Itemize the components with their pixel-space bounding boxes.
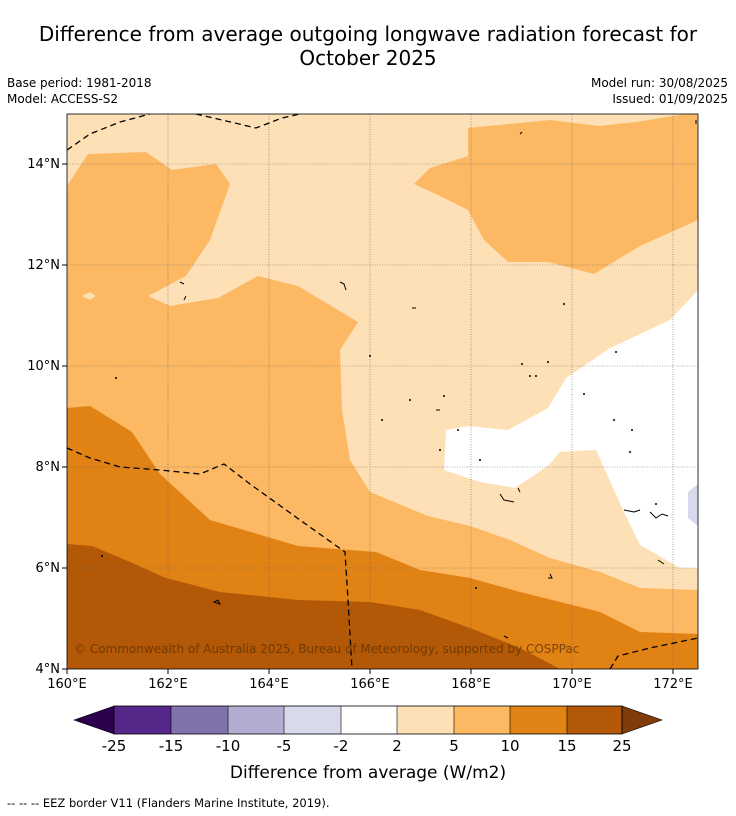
model-name: Model: ACCESS-S2	[7, 92, 119, 106]
eez-borders	[67, 114, 698, 669]
copyright-notice: © Commonwealth of Australia 2025, Bureau…	[74, 642, 579, 656]
colorbar-tick-m10: -10	[216, 737, 241, 755]
page-title: Difference from average outgoing longwav…	[0, 22, 736, 70]
colorbar-tick-5: 5	[449, 737, 459, 755]
eez-legend-symbol: -- -- --	[7, 796, 40, 810]
colorbar-tick-m2: -2	[334, 737, 349, 755]
colorbar-tick-25: 25	[612, 737, 631, 755]
colorbar-bin-9	[567, 706, 622, 734]
band-15-25	[67, 544, 560, 669]
model-run: Model run: 30/08/2025	[590, 76, 728, 90]
colorbar-extend-high	[621, 705, 663, 735]
colorbar-bin-8	[510, 706, 567, 734]
colorbar-frame	[113, 705, 623, 735]
band-neutral	[444, 290, 698, 568]
lon-label-164e: 164°E	[249, 677, 289, 692]
title-line-2: October 2025	[299, 46, 437, 70]
lon-label-170e: 170°E	[552, 677, 592, 692]
colorbar: -25 -15 -10 -5 -2 2 5 10 15 25 Differenc…	[73, 705, 663, 783]
lat-label-14n: 14°N	[27, 157, 60, 172]
lon-axis: 160°E 162°E 164°E 166°E 168°E 170°E 172°…	[47, 669, 693, 692]
colorbar-tick-m25: -25	[102, 737, 127, 755]
islets-dots	[101, 303, 657, 589]
lon-label-168e: 168°E	[451, 677, 491, 692]
meta-left: Base period: 1981-2018 Model: ACCESS-S2	[7, 75, 152, 107]
lat-label-4n: 4°N	[36, 662, 61, 677]
meta-right: Model run: 30/08/2025 Issued: 01/09/2025	[591, 75, 728, 107]
colorbar-tick-m15: -15	[159, 737, 184, 755]
lat-axis: 14°N 12°N 10°N 8°N 6°N 4°N	[27, 157, 67, 677]
gridlines	[67, 114, 698, 669]
lon-label-172e: 172°E	[653, 677, 693, 692]
colorbar-bin-5	[341, 706, 397, 734]
base-period: Base period: 1981-2018	[7, 76, 152, 90]
lon-label-160e: 160°E	[47, 677, 87, 692]
colorbar-tick-2: 2	[392, 737, 402, 755]
colorbar-bin-7	[454, 706, 510, 734]
map-plot: © Commonwealth of Australia 2025, Bureau…	[67, 114, 698, 669]
lat-label-6n: 6°N	[36, 561, 61, 576]
colorbar-bin-2	[171, 706, 228, 734]
map-frame	[66, 113, 699, 670]
colorbar-ticks: -25 -15 -10 -5 -2 2 5 10 15 25	[102, 737, 632, 755]
colorbar-bin-4	[284, 706, 341, 734]
colorbar-extend-low	[73, 705, 115, 735]
colorbar-bin-6	[397, 706, 454, 734]
lat-label-12n: 12°N	[27, 258, 60, 273]
island-small-patch	[82, 292, 96, 300]
colorbar-bin-3	[228, 706, 284, 734]
eez-legend: -- -- -- EEZ border V11 (Flanders Marine…	[7, 796, 330, 810]
islands	[179, 120, 697, 639]
colorbar-bin-1	[114, 706, 171, 734]
colorbar-tick-m5: -5	[277, 737, 292, 755]
colorbar-label: Difference from average (W/m2)	[230, 763, 506, 783]
band-5-10-upperright	[414, 114, 698, 274]
issued-date: Issued: 01/09/2025	[612, 92, 728, 106]
colorbar-dividers	[170, 706, 568, 734]
lon-label-166e: 166°E	[350, 677, 390, 692]
colorbar-tick-15: 15	[557, 737, 576, 755]
lon-label-162e: 162°E	[148, 677, 188, 692]
band-light-purple	[688, 484, 698, 526]
lat-label-8n: 8°N	[36, 460, 61, 475]
colorbar-tick-10: 10	[500, 737, 519, 755]
lat-label-10n: 10°N	[27, 359, 60, 374]
title-line-1: Difference from average outgoing longwav…	[38, 22, 698, 46]
eez-legend-text: EEZ border V11 (Flanders Marine Institut…	[42, 796, 330, 810]
